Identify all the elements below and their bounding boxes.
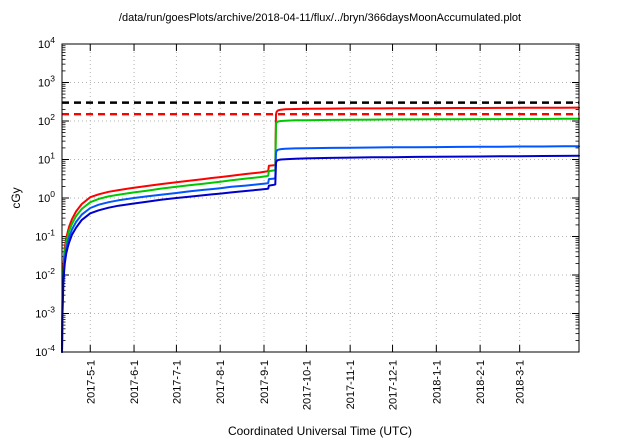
x-tick-label: 2018-1-1 bbox=[431, 360, 443, 404]
series-blue-lower-line bbox=[61, 154, 580, 353]
y-tick-label: 104 bbox=[38, 35, 55, 51]
x-tick-label: 2017-10-1 bbox=[301, 360, 313, 410]
series-green-line bbox=[61, 117, 580, 353]
x-tick-label: 2018-2-1 bbox=[475, 360, 487, 404]
series-red-line bbox=[61, 106, 580, 353]
x-tick-label: 2017-12-1 bbox=[388, 360, 400, 410]
y-tick-label: 103 bbox=[38, 74, 55, 90]
y-tick-label: 10-1 bbox=[35, 228, 55, 244]
x-tick-label: 2017-8-1 bbox=[215, 360, 227, 404]
y-tick-label: 101 bbox=[38, 151, 55, 167]
x-tick-label: 2018-3-1 bbox=[515, 360, 527, 404]
x-tick-label: 2017-6-1 bbox=[129, 360, 141, 404]
y-tick-label: 10-3 bbox=[35, 305, 55, 321]
y-tick-label: 100 bbox=[38, 189, 55, 205]
y-tick-label: 102 bbox=[38, 112, 55, 128]
plot-border bbox=[61, 43, 580, 353]
plot-title: /data/run/goesPlots/archive/2018-04-11/f… bbox=[118, 12, 522, 24]
x-tick-label: 2017-11-1 bbox=[345, 360, 357, 409]
y-axis-label: cGy bbox=[9, 187, 23, 209]
y-tick-label: 10-4 bbox=[35, 343, 55, 359]
x-tick-label: 2017-7-1 bbox=[171, 360, 183, 404]
x-axis-label: Coordinated Universal Time (UTC) bbox=[227, 424, 413, 438]
x-tick-label: 2017-9-1 bbox=[259, 360, 271, 404]
x-tick-label: 2017-5-1 bbox=[85, 360, 97, 404]
series-blue-upper-line bbox=[61, 145, 580, 353]
y-tick-label: 10-2 bbox=[35, 266, 55, 282]
